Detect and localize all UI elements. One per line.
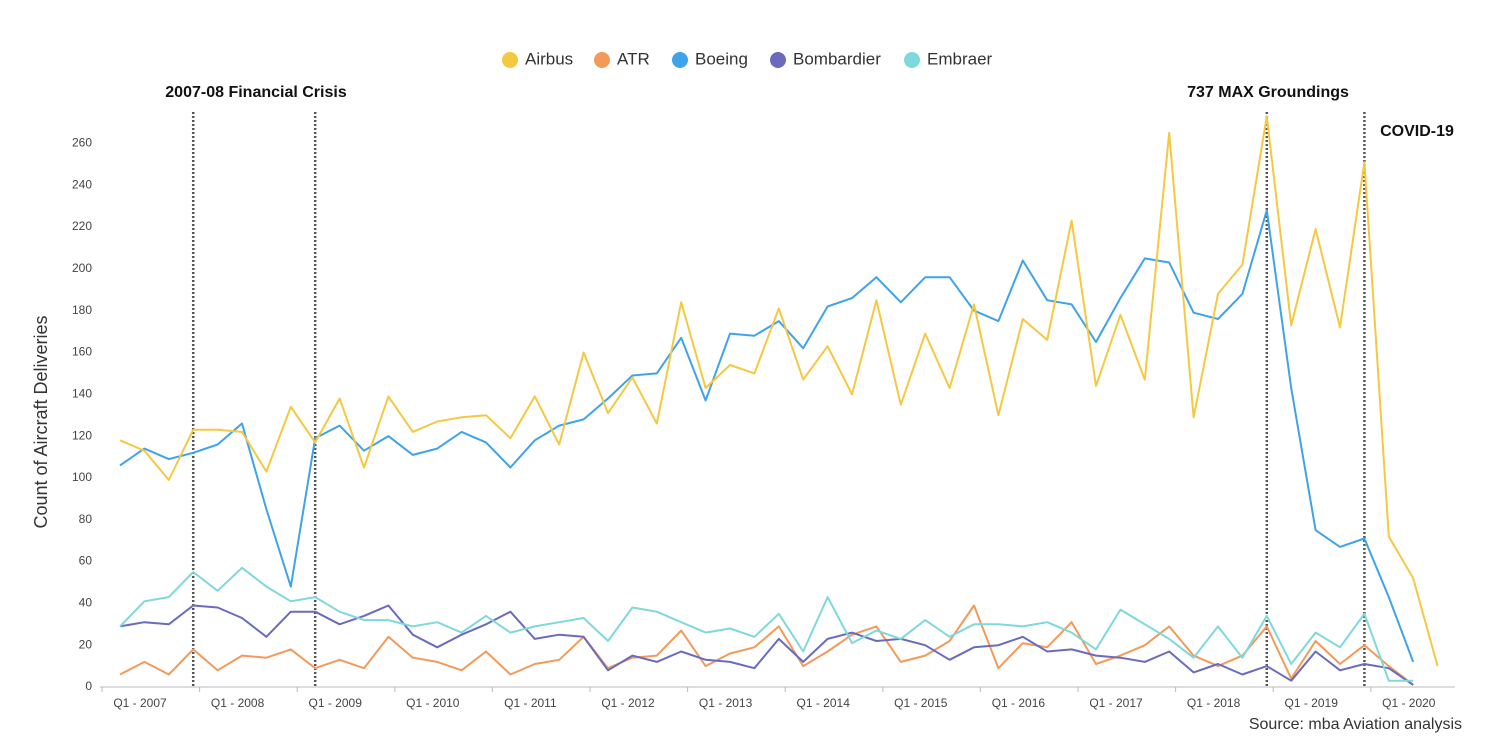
x-tick-label: Q1 - 2011: [504, 696, 557, 710]
y-tick-label: 220: [72, 219, 92, 233]
series-line: [119, 604, 1414, 686]
series-line: [119, 115, 1439, 667]
x-tick-label: Q1 - 2014: [797, 696, 851, 710]
legend-label: ATR: [617, 49, 650, 68]
y-tick-label: 140: [72, 386, 92, 400]
y-tick-label: 180: [72, 303, 92, 317]
y-tick-label: 120: [72, 428, 92, 442]
legend-marker: [904, 52, 920, 68]
legend-label: Boeing: [695, 49, 748, 68]
x-tick-label: Q1 - 2012: [601, 696, 655, 710]
x-tick-label: Q1 - 2017: [1089, 696, 1143, 710]
legend-marker: [594, 52, 610, 68]
x-tick-label: Q1 - 2016: [992, 696, 1046, 710]
x-tick-label: Q1 - 2013: [699, 696, 753, 710]
y-tick-label: 100: [72, 470, 92, 484]
series-line: [119, 604, 1414, 686]
x-tick-label: Q1 - 2019: [1285, 696, 1339, 710]
y-tick-label: 60: [79, 554, 93, 568]
x-tick-label: Q1 - 2009: [309, 696, 363, 710]
source: Source: mba Aviation analysis: [1249, 716, 1462, 733]
annotation: COVID-19: [1380, 123, 1454, 140]
y-tick-label: 80: [79, 512, 93, 526]
x-tick-label: Q1 - 2010: [406, 696, 460, 710]
legend-label: Embraer: [927, 49, 993, 68]
y-tick-label: 0: [85, 679, 92, 693]
legend-label: Airbus: [525, 49, 573, 68]
x-tick-label: Q1 - 2015: [894, 696, 948, 710]
y-tick-label: 20: [79, 637, 93, 651]
y-tick-label: 240: [72, 177, 92, 191]
x-tick-label: Q1 - 2020: [1382, 696, 1436, 710]
legend-label: Bombardier: [793, 49, 881, 68]
y-tick-label: 260: [72, 136, 92, 150]
x-tick-label: Q1 - 2018: [1187, 696, 1241, 710]
y-tick-label: 160: [72, 345, 92, 359]
x-tick-label: Q1 - 2007: [113, 696, 167, 710]
legend-marker: [502, 52, 518, 68]
series-line: [119, 209, 1415, 663]
y-tick-label: 40: [79, 596, 93, 610]
legend-marker: [770, 52, 786, 68]
x-tick-label: Q1 - 2008: [211, 696, 265, 710]
annotation: 2007-08 Financial Crisis: [165, 84, 347, 101]
y-axis-label: Count of Aircraft Deliveries: [31, 315, 51, 528]
annotation: 737 MAX Groundings: [1187, 84, 1349, 101]
y-tick-label: 200: [72, 261, 92, 275]
series-line: [119, 566, 1414, 682]
legend-marker: [672, 52, 688, 68]
